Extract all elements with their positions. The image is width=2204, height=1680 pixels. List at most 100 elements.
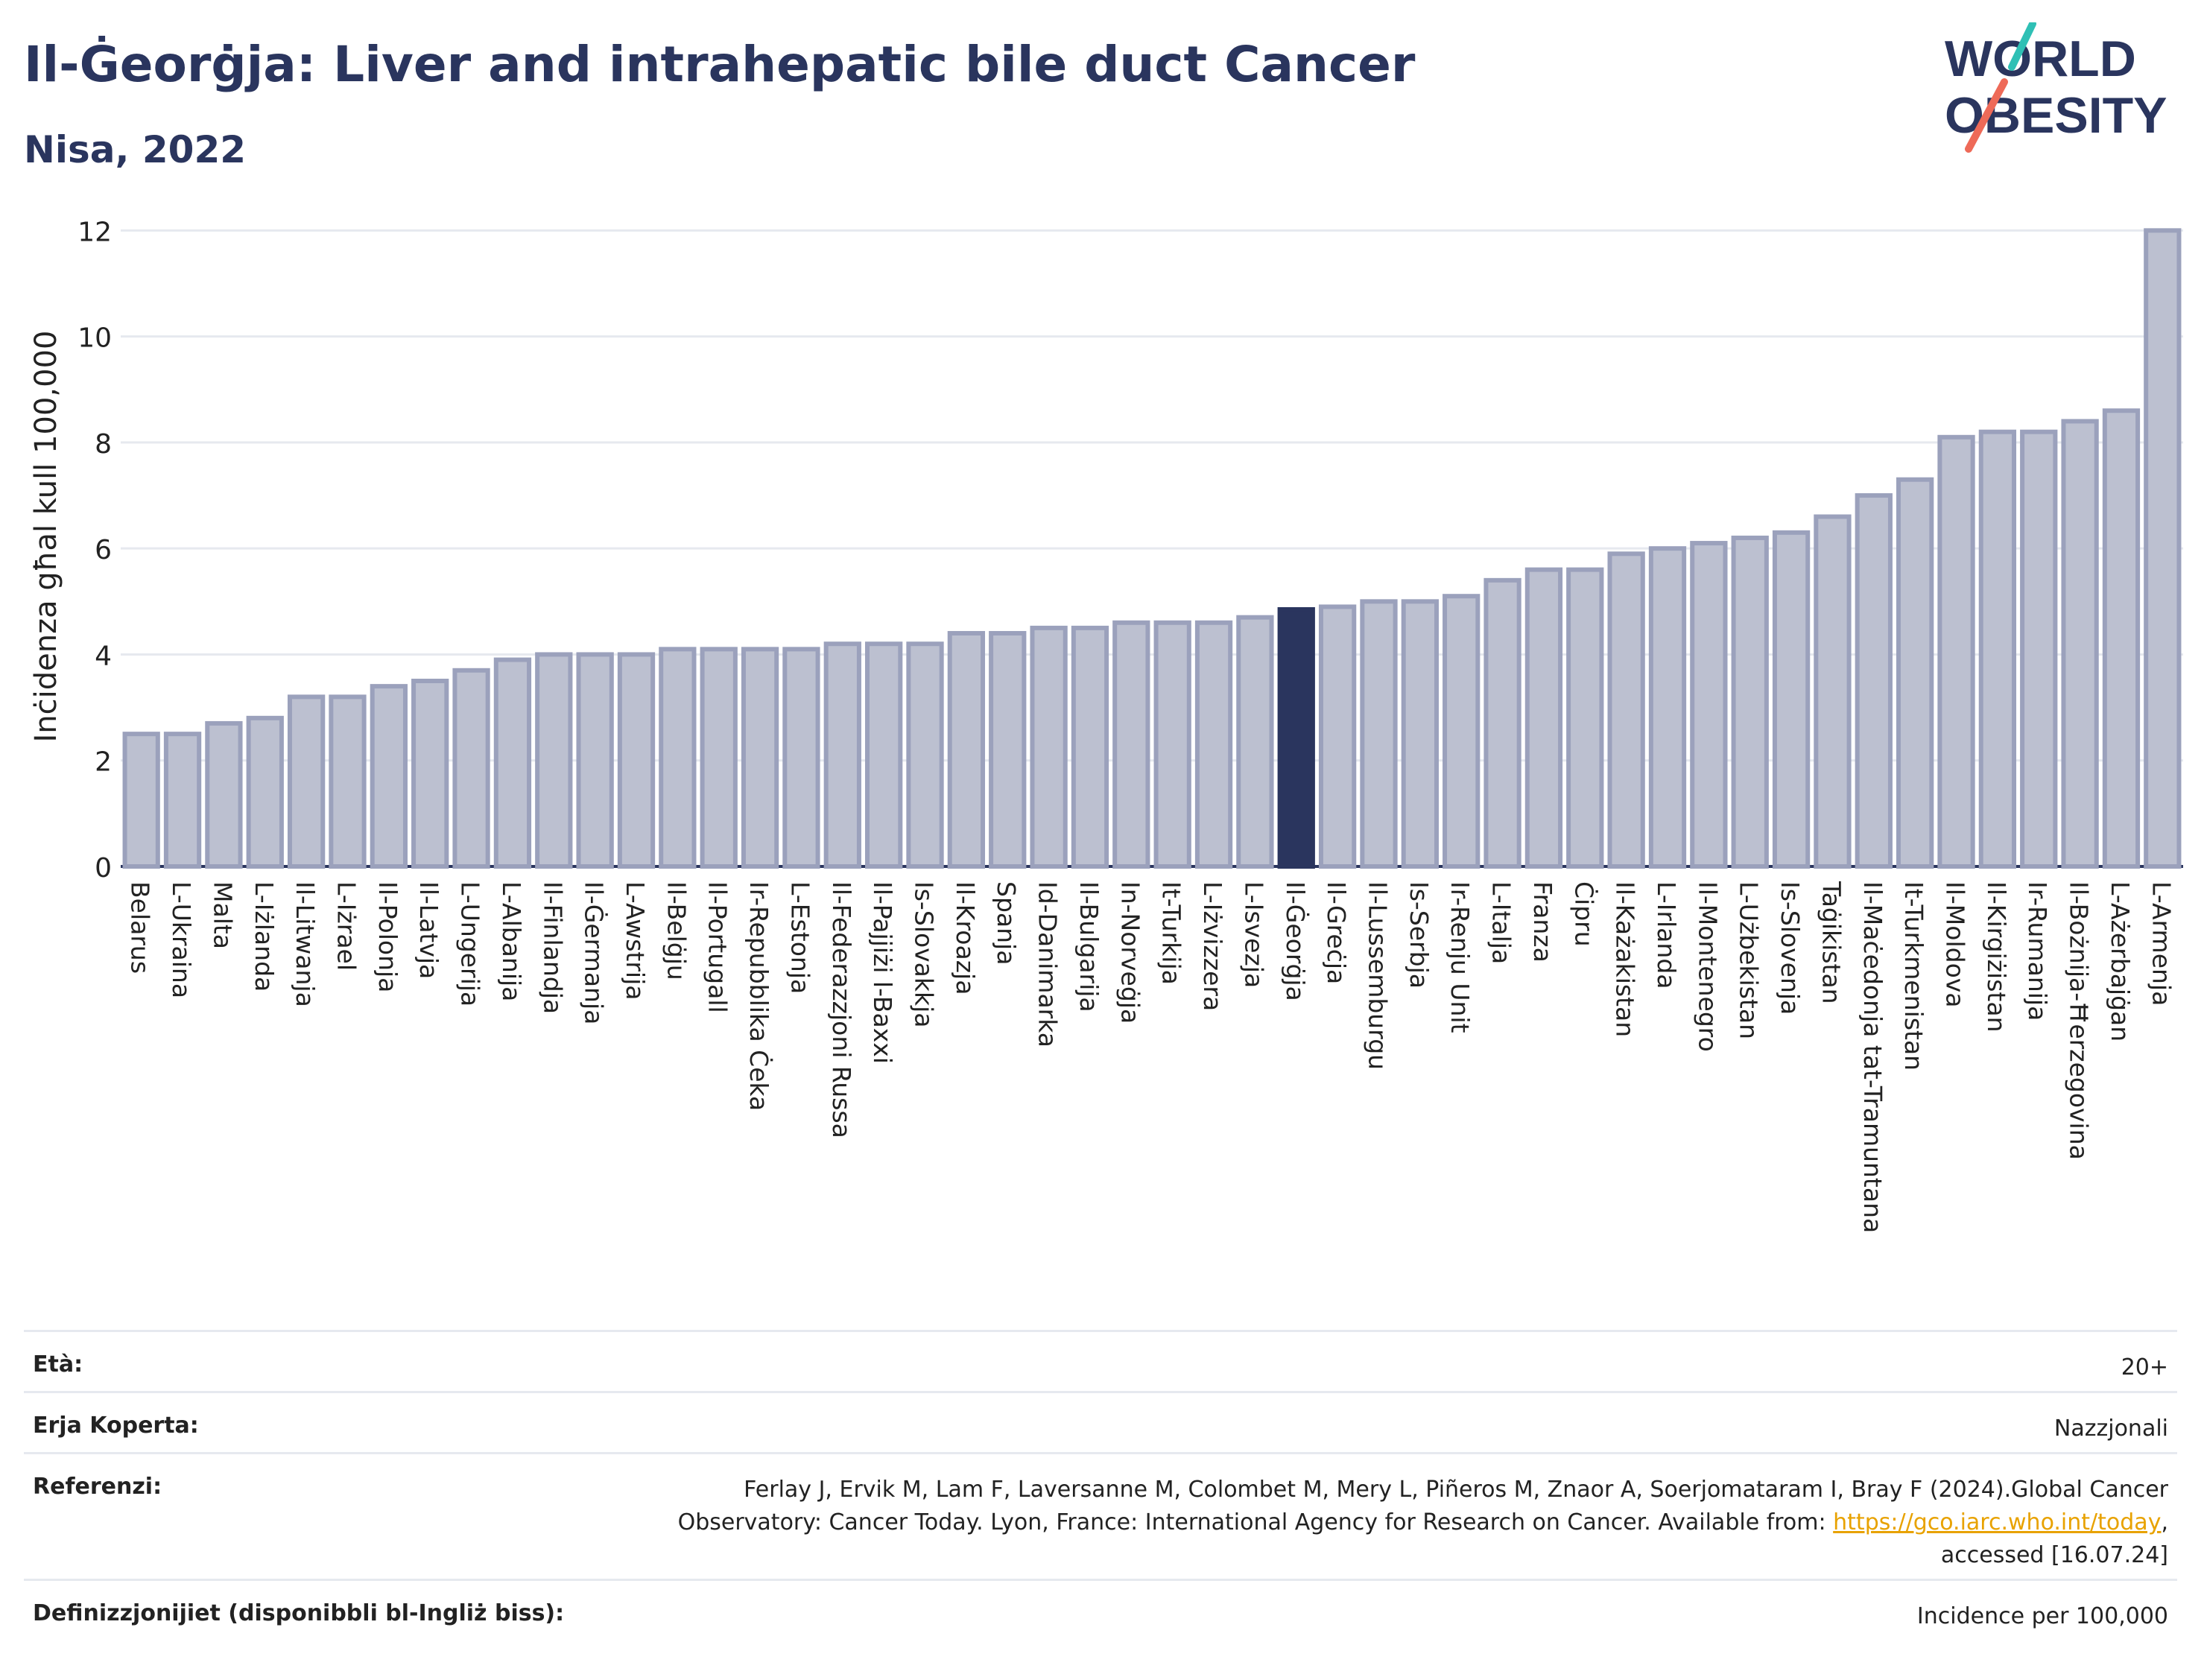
x-tick-label: Taġikistan	[1817, 881, 1846, 1004]
y-tick-label: 2	[95, 747, 112, 778]
x-tick-label: Belarus	[126, 881, 155, 974]
bar	[2144, 228, 2182, 869]
y-tick-label: 4	[95, 641, 112, 671]
bar	[1360, 599, 1398, 869]
bar	[1814, 514, 1852, 869]
x-tick-label: L-Italja	[1487, 881, 1516, 964]
bar	[535, 652, 573, 869]
x-tick-label: L-Użbekistan	[1735, 881, 1764, 1039]
x-tick-label: L-Albanija	[497, 881, 526, 1001]
chart-subtitle: Nisa, 2022	[24, 128, 247, 171]
bar	[1978, 429, 2017, 869]
x-tick-label: Il-Montenegro	[1693, 881, 1722, 1052]
x-tick-label: Id-Danimarka	[1033, 881, 1063, 1047]
x-tick-label: Il-Każakistan	[1611, 881, 1640, 1037]
bar	[741, 647, 779, 869]
x-tick-label: Ċipru	[1569, 881, 1599, 947]
x-tick-label: L-Ukraina	[167, 881, 196, 998]
x-tick-label: It-Turkija	[1157, 881, 1186, 985]
x-tick-label: Il-Kirgiżistan	[1982, 881, 2011, 1032]
x-tick-label: Il-Ġermanja	[580, 881, 609, 1024]
bar	[659, 647, 697, 869]
bar	[1071, 625, 1109, 869]
x-tick-label: Il-Lussemburgu	[1363, 881, 1392, 1070]
bar	[989, 630, 1027, 869]
bar	[287, 694, 326, 869]
coverage-label: Erja Koperta:	[33, 1413, 199, 1439]
bar	[1855, 493, 1893, 869]
bar	[2102, 408, 2141, 869]
x-tick-label: Il-Latvja	[414, 881, 443, 979]
bar	[411, 679, 449, 869]
bar	[246, 715, 284, 869]
x-tick-label: Il-Greċja	[1322, 881, 1351, 984]
bar	[493, 657, 532, 869]
x-tick-label: Ir-Rumanija	[2023, 881, 2052, 1021]
x-tick-label: Il-Bożnija-Ħerzegovina	[2065, 881, 2094, 1160]
bar	[163, 732, 202, 869]
label-layer: 0 2 4 6 8 10 12 Belarus L-Ukraina Malta L-Iżlanda I…	[77, 217, 2176, 1233]
bar	[205, 720, 243, 869]
age-label: Età:	[33, 1351, 83, 1378]
bar-layer	[122, 228, 2182, 869]
y-tick-label: 12	[77, 217, 112, 247]
y-tick-label: 8	[95, 429, 112, 460]
meta-row-definitions: Definizzjonijiet (disponibbli bl-Ingliż …	[24, 1579, 2177, 1640]
x-tick-label: Is-Serbja	[1405, 881, 1434, 989]
references-line1: Ferlay J, Ervik M, Lam F, Laversanne M, …	[744, 1477, 2168, 1503]
coverage-value: Nazzjonali	[2053, 1416, 2168, 1442]
references-line2: Observatory: Cancer Today. Lyon, France:…	[677, 1509, 2168, 1535]
x-tick-label: L-Awstrija	[621, 881, 650, 1000]
bar	[1524, 567, 1563, 869]
chart-title: Il-Ġeorġja: Liver and intrahepatic bile …	[24, 36, 1416, 93]
x-tick-label: Il-Polonja	[373, 881, 402, 992]
meta-row-coverage: Erja Koperta: Nazzjonali	[24, 1391, 2177, 1452]
x-tick-label: L-Armenja	[2147, 881, 2176, 1006]
x-tick-label: Il-Maċedonja tat-Tramuntana	[1858, 881, 1887, 1233]
x-tick-label: L-Iżlanda	[250, 881, 279, 992]
x-tick-label: L-Ungerija	[456, 881, 485, 1007]
bar	[947, 630, 986, 869]
x-tick-label: Il-Federazzjoni Russa	[827, 881, 856, 1138]
bar	[823, 641, 861, 869]
bar	[1690, 541, 1728, 869]
x-tick-label: Il-Ġeorġja	[1281, 881, 1311, 1001]
bar	[122, 732, 160, 869]
bar	[2061, 419, 2099, 869]
y-tick-label: 0	[95, 853, 112, 884]
bar	[1937, 434, 1975, 869]
bar	[452, 668, 490, 869]
x-tick-label: L-Iżrael	[332, 881, 361, 971]
meta-row-references: Referenzi: Ferlay J, Ervik M, Lam F, Lav…	[24, 1452, 2177, 1579]
bar	[782, 647, 820, 869]
x-tick-label: Il-Bulgarija	[1074, 881, 1103, 1012]
bar	[1607, 551, 1645, 869]
bar	[906, 641, 944, 869]
x-tick-label: Franza	[1528, 881, 1557, 963]
bar-chart: 0 2 4 6 8 10 12 Belarus L-Ukraina Malta L-Iżlanda I…	[77, 217, 2183, 1233]
world-obesity-logo: WORLD OBESITY	[1945, 22, 2167, 153]
x-tick-label: Il-Finlandja	[538, 881, 567, 1014]
x-tick-label: Il-Belġju	[662, 881, 691, 980]
x-tick-label: Il-Portugall	[703, 881, 732, 1013]
bar	[1401, 599, 1439, 869]
bar	[1483, 577, 1521, 869]
bar	[700, 647, 738, 869]
meta-row-age: Età: 20+	[24, 1330, 2177, 1391]
bar	[2020, 429, 2058, 869]
logo-line2: OBESITY	[1945, 87, 2167, 144]
x-tick-label: Is-Slovenja	[1776, 881, 1805, 1015]
bar	[1318, 604, 1357, 869]
references-link[interactable]: https://gco.iarc.who.int/today	[1833, 1509, 2162, 1535]
bar	[370, 684, 408, 869]
bar	[1030, 625, 1068, 869]
x-tick-label: In-Norveġja	[1115, 881, 1144, 1024]
x-tick-label: Il-Kroazja	[951, 881, 980, 995]
age-value: 20+	[2121, 1354, 2168, 1381]
x-tick-label: Spanja	[992, 881, 1021, 965]
x-tick-label: Il-Moldova	[1941, 881, 1970, 1008]
references-label: Referenzi:	[33, 1474, 162, 1500]
bar	[1112, 620, 1150, 869]
x-tick-label: L-Estonja	[785, 881, 814, 994]
bar	[329, 694, 367, 869]
